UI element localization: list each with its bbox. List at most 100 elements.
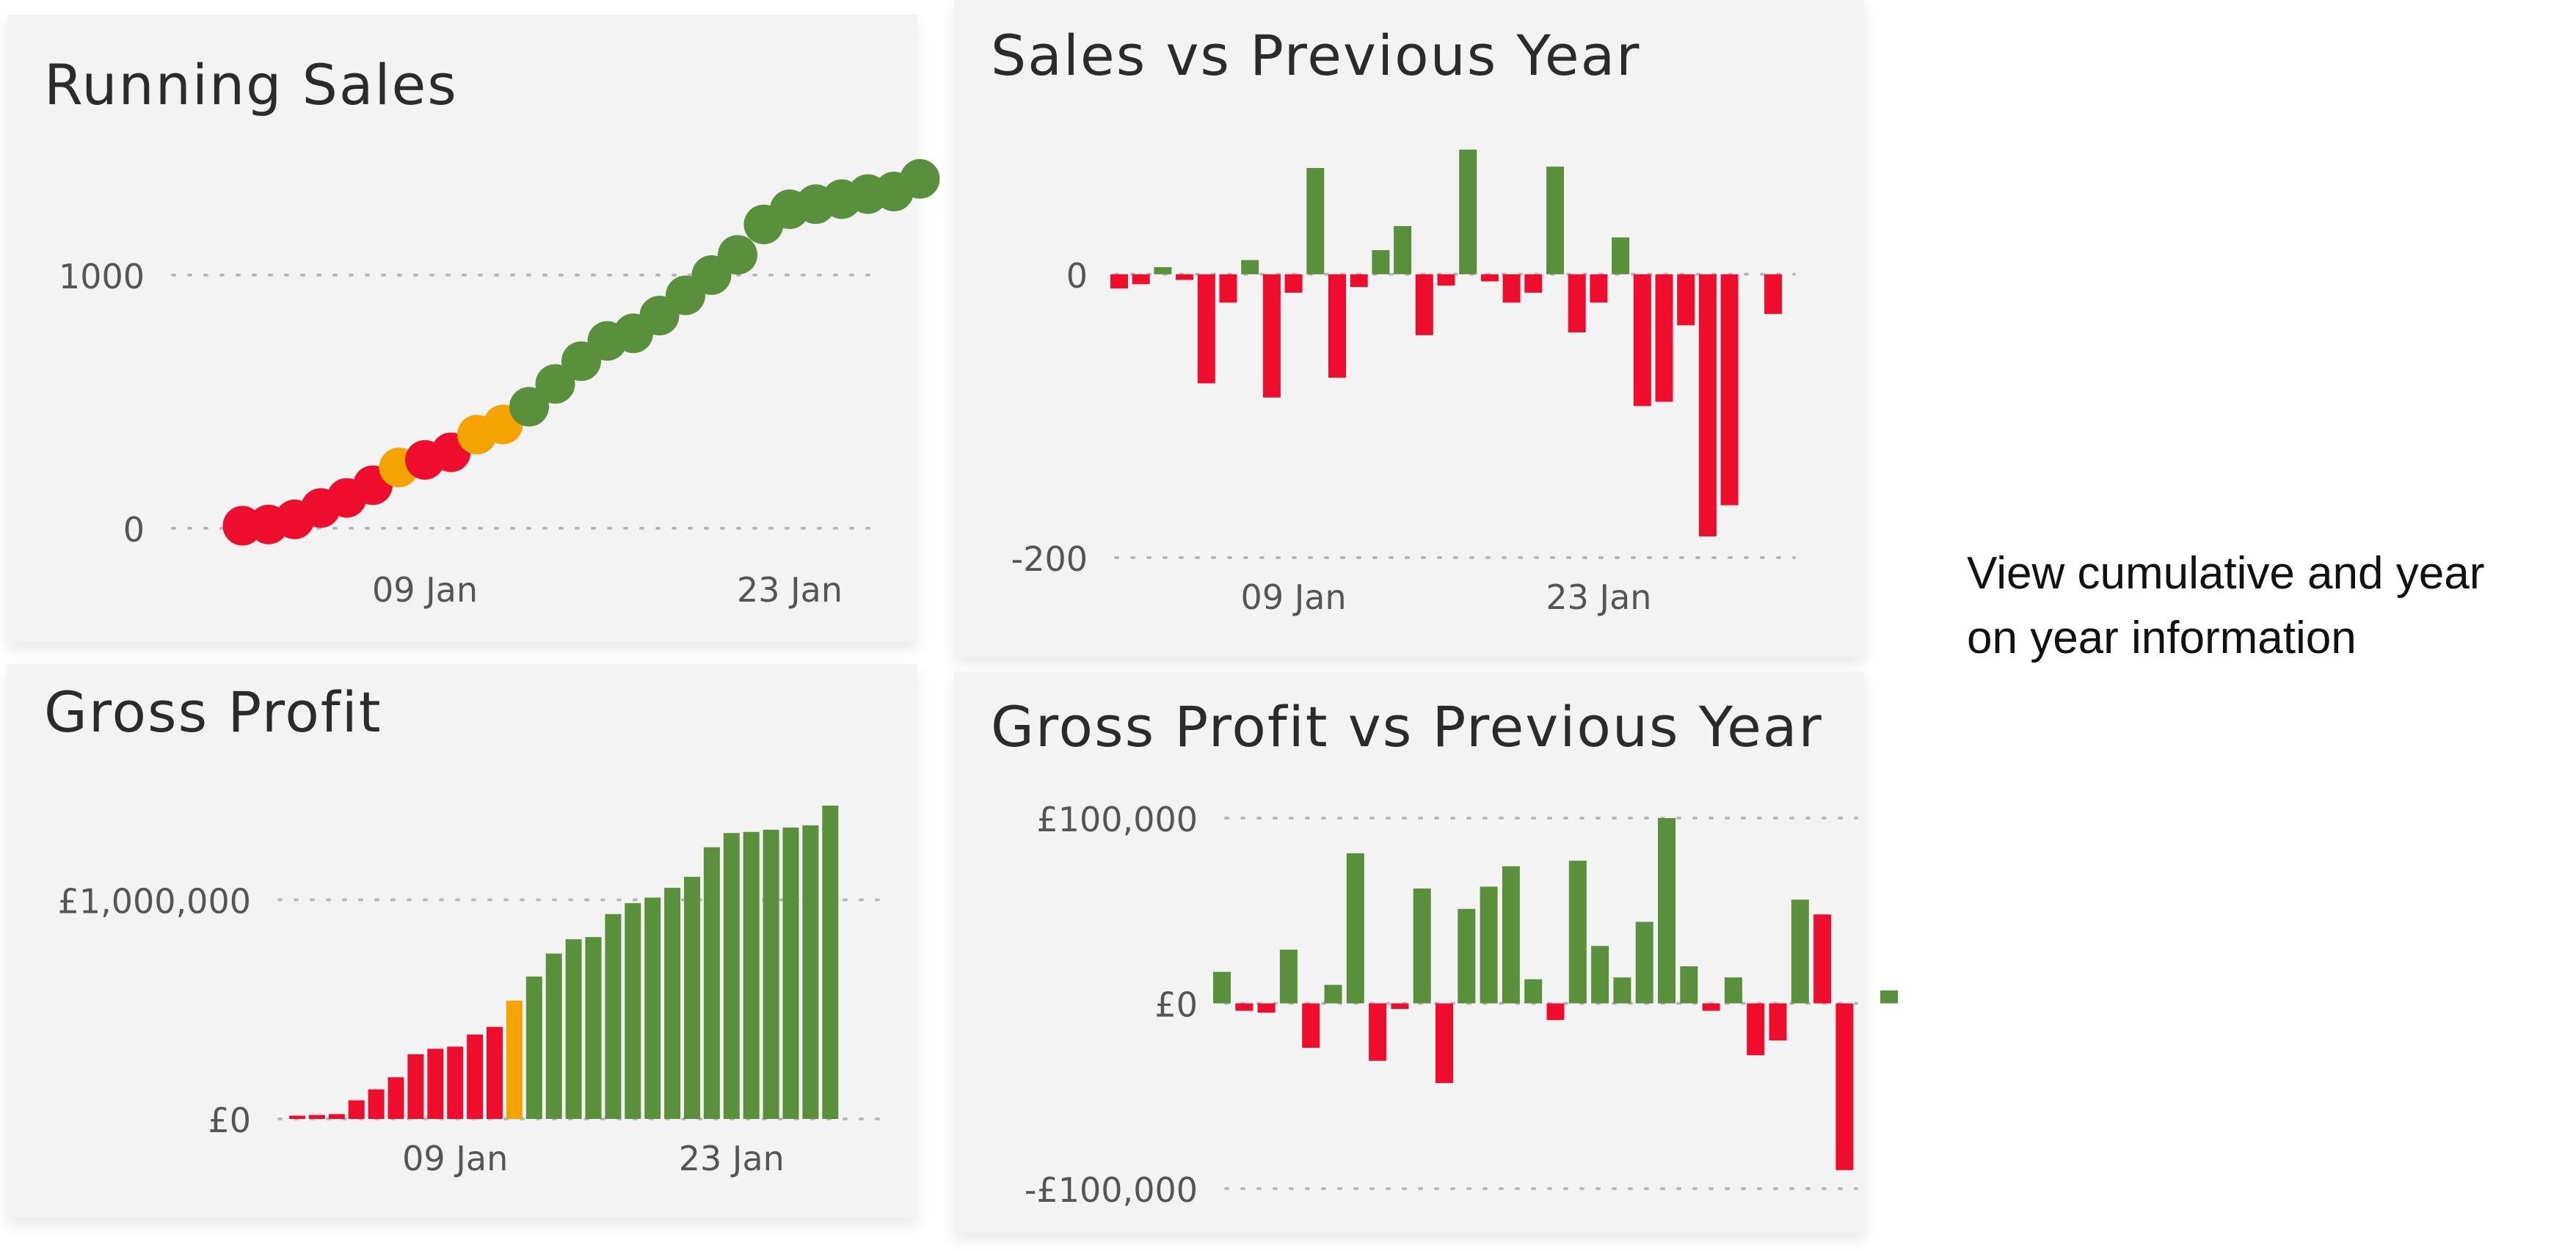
bar (1568, 861, 1587, 1004)
bar (308, 1115, 325, 1119)
bar (1437, 274, 1455, 286)
x-tick-label: 23 Jan (1546, 577, 1651, 617)
data-point (718, 235, 757, 275)
bar (427, 1048, 444, 1119)
bar (1257, 1003, 1276, 1013)
bar (1436, 1003, 1453, 1084)
side-note-line: View cumulative and year (1967, 548, 2485, 599)
data-point (535, 364, 575, 404)
chart-title: Gross Profit (44, 679, 382, 745)
bar (545, 953, 562, 1119)
side-note-line: on year information (1967, 613, 2357, 663)
bar (1546, 167, 1564, 274)
bar (1702, 1003, 1720, 1011)
bar (1324, 985, 1342, 1004)
bar (1369, 1003, 1387, 1061)
bar (1724, 977, 1742, 1004)
bar (1394, 226, 1412, 274)
bar (1197, 274, 1215, 384)
bar (487, 1026, 503, 1119)
bar (1698, 274, 1717, 537)
bar (1764, 274, 1782, 314)
bar (743, 831, 760, 1119)
sales-vs-previous-year-panel: Sales vs Previous Year 0 -200 09 Jan 23 Jan (954, 0, 1864, 657)
y-tick-label: -£100,000 (1025, 1170, 1198, 1210)
bar (1284, 274, 1303, 293)
bar (723, 833, 740, 1119)
x-tick-label: 09 Jan (402, 1139, 508, 1178)
bar (1590, 274, 1608, 303)
bar (1372, 249, 1390, 274)
bar (388, 1077, 404, 1119)
side-note: View cumulative and year on year informa… (1967, 541, 2569, 671)
chart-title: Running Sales (44, 52, 458, 117)
bar (1219, 274, 1237, 303)
bar (1880, 990, 1898, 1004)
bar (1154, 267, 1172, 274)
bar (368, 1089, 385, 1119)
running-sales-chart: 0 1000 09 Jan 23 Jan (59, 158, 940, 610)
bar (1132, 274, 1150, 285)
data-point (900, 158, 940, 199)
bar (407, 1054, 424, 1119)
bar (684, 877, 700, 1119)
x-tick-label: 23 Jan (737, 570, 843, 610)
bar (605, 913, 622, 1119)
gross-profit-chart: £0 £1,000,000 09 Jan 23 Jan (58, 805, 886, 1178)
bar (1480, 274, 1499, 282)
y-tick-label: 1000 (59, 257, 145, 296)
bar (1235, 1003, 1254, 1011)
bar (1480, 886, 1498, 1004)
bar (1459, 149, 1477, 274)
bar (1350, 274, 1368, 288)
bar (328, 1114, 345, 1119)
bar (1391, 1003, 1409, 1010)
bar (1262, 274, 1281, 398)
bar (644, 897, 661, 1119)
chart-title: Sales vs Previous Year (991, 23, 1641, 88)
sales-vs-previous-year-chart: 0 -200 09 Jan 23 Jan (1011, 149, 1796, 617)
running-sales-panel: Running Sales 0 1000 09 Jan 23 Jan (7, 15, 940, 642)
bar (1502, 274, 1521, 303)
x-tick-label: 23 Jan (679, 1139, 785, 1178)
bar (1110, 274, 1128, 289)
bar (822, 805, 839, 1119)
bar (506, 1000, 523, 1119)
y-tick-label: -200 (1011, 539, 1088, 579)
bar (1769, 1003, 1787, 1040)
bar (585, 937, 602, 1119)
bar (289, 1115, 305, 1119)
bar (1633, 274, 1651, 406)
bar (1546, 1003, 1565, 1021)
gross-profit-vs-previous-year-panel: Gross Profit vs Previous Year £100,000 £0… (954, 671, 1898, 1233)
bar (467, 1035, 484, 1119)
chart-title: Gross Profit vs Previous Year (991, 694, 1823, 759)
y-tick-label: £0 (208, 1101, 251, 1140)
bar (1677, 274, 1695, 326)
bar (1635, 922, 1653, 1004)
y-tick-label: £0 (1154, 985, 1198, 1025)
bar (664, 887, 681, 1119)
bar (1413, 888, 1431, 1004)
bar (625, 902, 641, 1119)
y-tick-label: 0 (1066, 256, 1088, 296)
bar (1720, 274, 1739, 506)
bar (1655, 274, 1673, 402)
bar (1176, 274, 1194, 280)
bar (1279, 949, 1298, 1004)
bar (802, 825, 819, 1119)
x-tick-label: 09 Jan (1241, 577, 1347, 617)
x-tick-label: 09 Jan (372, 570, 478, 610)
bar (1591, 946, 1609, 1004)
y-tick-label: £1,000,000 (58, 881, 251, 921)
y-tick-label: 0 (123, 510, 145, 550)
bar (1328, 274, 1346, 378)
bar (447, 1046, 464, 1119)
bar (1502, 866, 1520, 1004)
bar (763, 829, 779, 1119)
bar (1568, 274, 1586, 332)
bar (1791, 900, 1809, 1004)
bar (1302, 1003, 1320, 1048)
bar (348, 1100, 365, 1119)
bar (1524, 274, 1543, 293)
